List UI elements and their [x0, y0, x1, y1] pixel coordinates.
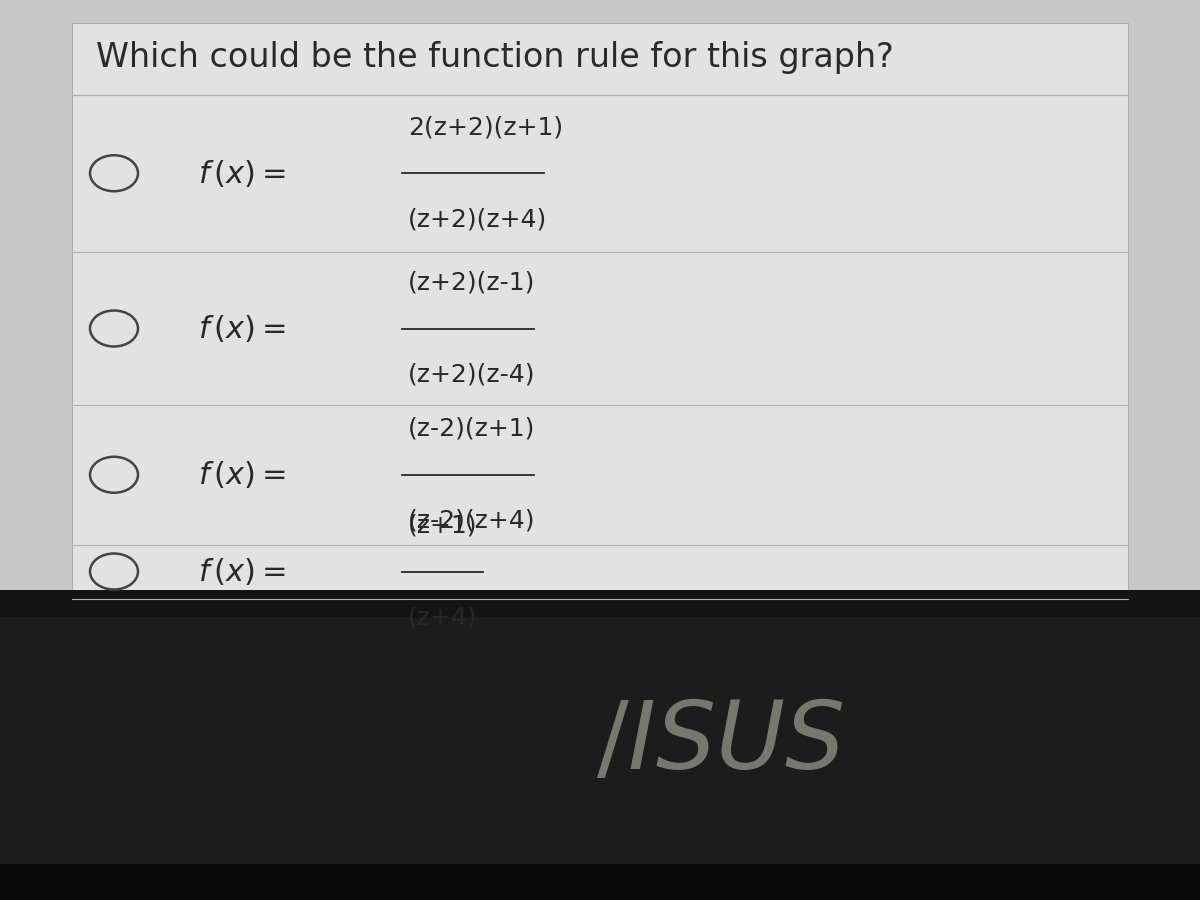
FancyBboxPatch shape	[0, 590, 1200, 616]
Text: (z+1): (z+1)	[408, 513, 478, 537]
Text: (z+2)(z-4): (z+2)(z-4)	[408, 363, 535, 387]
Text: 2(z+2)(z+1): 2(z+2)(z+1)	[408, 115, 563, 139]
Text: (z+2)(z-1): (z+2)(z-1)	[408, 270, 535, 294]
Text: (z+2)(z+4): (z+2)(z+4)	[408, 208, 547, 231]
Text: $f\,(x)=$: $f\,(x)=$	[198, 158, 286, 189]
Text: (z-2)(z+1): (z-2)(z+1)	[408, 417, 535, 440]
Text: $\bf{\mathit{/ISUS}}$: $\bf{\mathit{/ISUS}}$	[596, 697, 844, 788]
FancyBboxPatch shape	[0, 864, 1200, 900]
Text: (z+4): (z+4)	[408, 606, 478, 630]
Text: $f\,(x)=$: $f\,(x)=$	[198, 459, 286, 490]
Text: (z-2)(z+4): (z-2)(z+4)	[408, 508, 535, 533]
Text: Which could be the function rule for this graph?: Which could be the function rule for thi…	[96, 40, 894, 74]
Text: $f\,(x)=$: $f\,(x)=$	[198, 556, 286, 587]
Text: $f\,(x)=$: $f\,(x)=$	[198, 313, 286, 344]
FancyBboxPatch shape	[72, 22, 1128, 598]
FancyBboxPatch shape	[0, 598, 1200, 900]
